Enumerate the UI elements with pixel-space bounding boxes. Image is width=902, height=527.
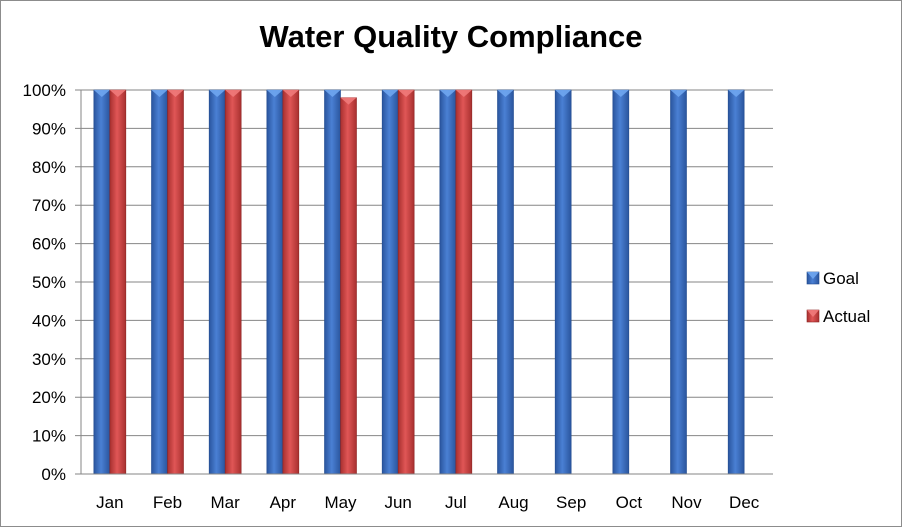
y-tick-label: 40% [32,311,66,330]
x-tick-label: Feb [153,493,182,512]
bar-actual-jul [455,89,473,475]
y-tick-label: 70% [32,196,66,215]
x-tick-label: Aug [498,493,528,512]
x-tick-label: Jan [96,493,123,512]
gridlines [75,89,773,475]
chart-title: Water Quality Compliance [259,19,643,54]
bar-actual-feb [167,89,184,475]
bar-goal-aug [497,89,514,475]
bar-goal-feb [151,89,168,475]
bar-goal-jul [439,89,457,475]
bar-goal-jun [381,89,399,475]
y-tick-label: 100% [23,81,66,100]
y-tick-label: 10% [32,427,66,446]
y-tick-label: 50% [32,273,66,292]
legend-label: Goal [823,269,859,288]
bar-goal-dec [727,89,745,475]
x-tick-label: Jun [384,493,411,512]
bar-actual-apr [282,89,300,475]
y-tick-label: 20% [32,388,66,407]
bar-actual-may [340,97,357,475]
y-tick-label: 0% [41,465,66,484]
y-tick-label: 30% [32,350,66,369]
bar-goal-nov [670,89,687,475]
bar-goal-sep [554,89,572,475]
bar-goal-mar [208,89,226,475]
x-tick-label: Jul [445,493,467,512]
bars [93,89,745,475]
y-tick-label: 90% [32,119,66,138]
legend-item-goal: Goal [806,269,859,288]
x-tick-label: Oct [616,493,643,512]
bar-goal-apr [266,89,284,475]
bar-goal-oct [612,89,630,475]
legend-item-actual: Actual [806,307,870,326]
bar-actual-jan [109,89,127,475]
x-tick-label: Sep [556,493,586,512]
axes: 0% 10% 20% 30% 40% 50% 60% 70% 80% 90% 100% Jan Feb M… [23,81,773,512]
x-tick-label: Apr [270,493,297,512]
legend: Goal Actual [806,269,870,326]
y-tick-label: 60% [32,235,66,254]
bar-actual-mar [224,89,242,475]
x-tick-label: Dec [729,493,760,512]
legend-label: Actual [823,307,870,326]
x-tick-label: May [324,493,357,512]
y-tick-label: 80% [32,158,66,177]
x-tick-label: Nov [671,493,702,512]
bar-actual-jun [397,89,415,475]
bar-goal-may [324,89,341,475]
x-tick-label: Mar [211,493,241,512]
bar-goal-jan [93,89,111,475]
